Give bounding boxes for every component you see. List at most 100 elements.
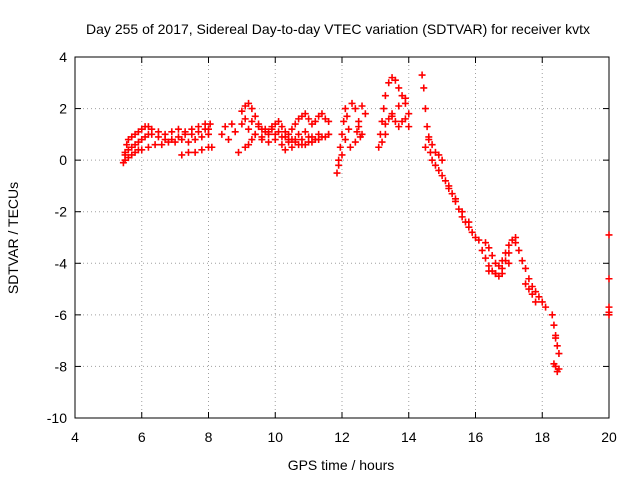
data-point [208, 143, 216, 151]
data-point [522, 264, 530, 272]
data-point [318, 110, 326, 118]
data-point [178, 151, 186, 159]
data-point [401, 94, 409, 102]
data-point [485, 244, 493, 252]
x-axis-label: GPS time / hours [288, 457, 395, 473]
data-point [194, 128, 202, 136]
data-point [245, 99, 253, 107]
data-point [605, 231, 613, 239]
x-tick-label: 8 [205, 429, 213, 445]
data-point [445, 185, 453, 193]
data-point [261, 125, 269, 133]
y-tick-label: -4 [55, 255, 68, 271]
data-point [191, 136, 199, 144]
data-point [421, 105, 429, 113]
data-point [451, 197, 459, 205]
data-point [498, 264, 506, 272]
data-point [385, 79, 393, 87]
data-point [265, 138, 273, 146]
data-point [148, 130, 156, 138]
data-point [420, 84, 428, 92]
data-point [512, 239, 520, 247]
x-tick-labels: 4 6 8 10 12 14 16 18 20 [71, 429, 617, 445]
chart-title: Day 255 of 2017, Sidereal Day-to-day VTE… [86, 21, 590, 37]
data-point [144, 143, 152, 151]
data-point [538, 298, 546, 306]
y-tick-label: 2 [59, 101, 67, 117]
y-tick-label: -6 [55, 307, 68, 323]
data-point [251, 130, 259, 138]
data-point [375, 143, 383, 151]
data-point [355, 123, 363, 131]
data-point [395, 102, 403, 110]
data-point [555, 350, 563, 358]
data-point [395, 123, 403, 131]
data-point [340, 117, 348, 125]
data-point [485, 267, 493, 275]
data-point [435, 151, 443, 159]
data-point [275, 117, 283, 125]
data-point [391, 76, 399, 84]
data-point [425, 133, 433, 141]
data-point [498, 257, 506, 265]
data-point [255, 123, 263, 131]
data-point [395, 84, 403, 92]
data-point [168, 128, 176, 136]
data-point [421, 143, 429, 151]
data-point [248, 136, 256, 144]
data-point [550, 360, 558, 368]
data-point [251, 112, 259, 120]
data-point [391, 117, 399, 125]
x-tick-label: 6 [138, 429, 146, 445]
x-tick-label: 16 [468, 429, 484, 445]
data-point [123, 141, 131, 149]
data-point [271, 136, 279, 144]
data-point [351, 138, 359, 146]
data-point [358, 102, 366, 110]
data-point [441, 177, 449, 185]
data-point [221, 123, 229, 131]
data-point [435, 166, 443, 174]
data-point [301, 110, 309, 118]
data-point [241, 115, 249, 123]
data-point [555, 365, 563, 373]
data-point [225, 136, 233, 144]
data-point [475, 236, 483, 244]
data-point [361, 110, 369, 118]
data-point [275, 128, 283, 136]
data-point [151, 141, 159, 149]
x-tick-label: 20 [601, 429, 617, 445]
data-point [248, 105, 256, 113]
data-point [206, 120, 214, 128]
data-point [482, 239, 490, 247]
data-point [478, 246, 486, 254]
data-point [338, 130, 346, 138]
data-point [405, 123, 413, 131]
data-point [184, 138, 192, 146]
data-point [238, 107, 246, 115]
data-point [338, 151, 346, 159]
data-point [381, 130, 389, 138]
data-point [258, 136, 266, 144]
data-point [305, 115, 313, 123]
data-point [184, 148, 192, 156]
data-point [348, 99, 356, 107]
data-point [336, 143, 344, 151]
data-point [380, 105, 388, 113]
data-point [381, 92, 389, 100]
data-point [138, 146, 146, 154]
data-point [311, 117, 319, 125]
data-point [502, 249, 510, 257]
data-point [605, 275, 613, 283]
y-tick-label: 4 [59, 49, 67, 65]
x-tick-label: 10 [267, 429, 283, 445]
data-point [218, 130, 226, 138]
data-point [505, 241, 513, 249]
data-point [488, 252, 496, 260]
data-point [268, 123, 276, 131]
data-point [528, 290, 536, 298]
data-point [174, 125, 182, 133]
data-point [235, 148, 243, 156]
data-point [468, 228, 476, 236]
data-point [245, 125, 253, 133]
